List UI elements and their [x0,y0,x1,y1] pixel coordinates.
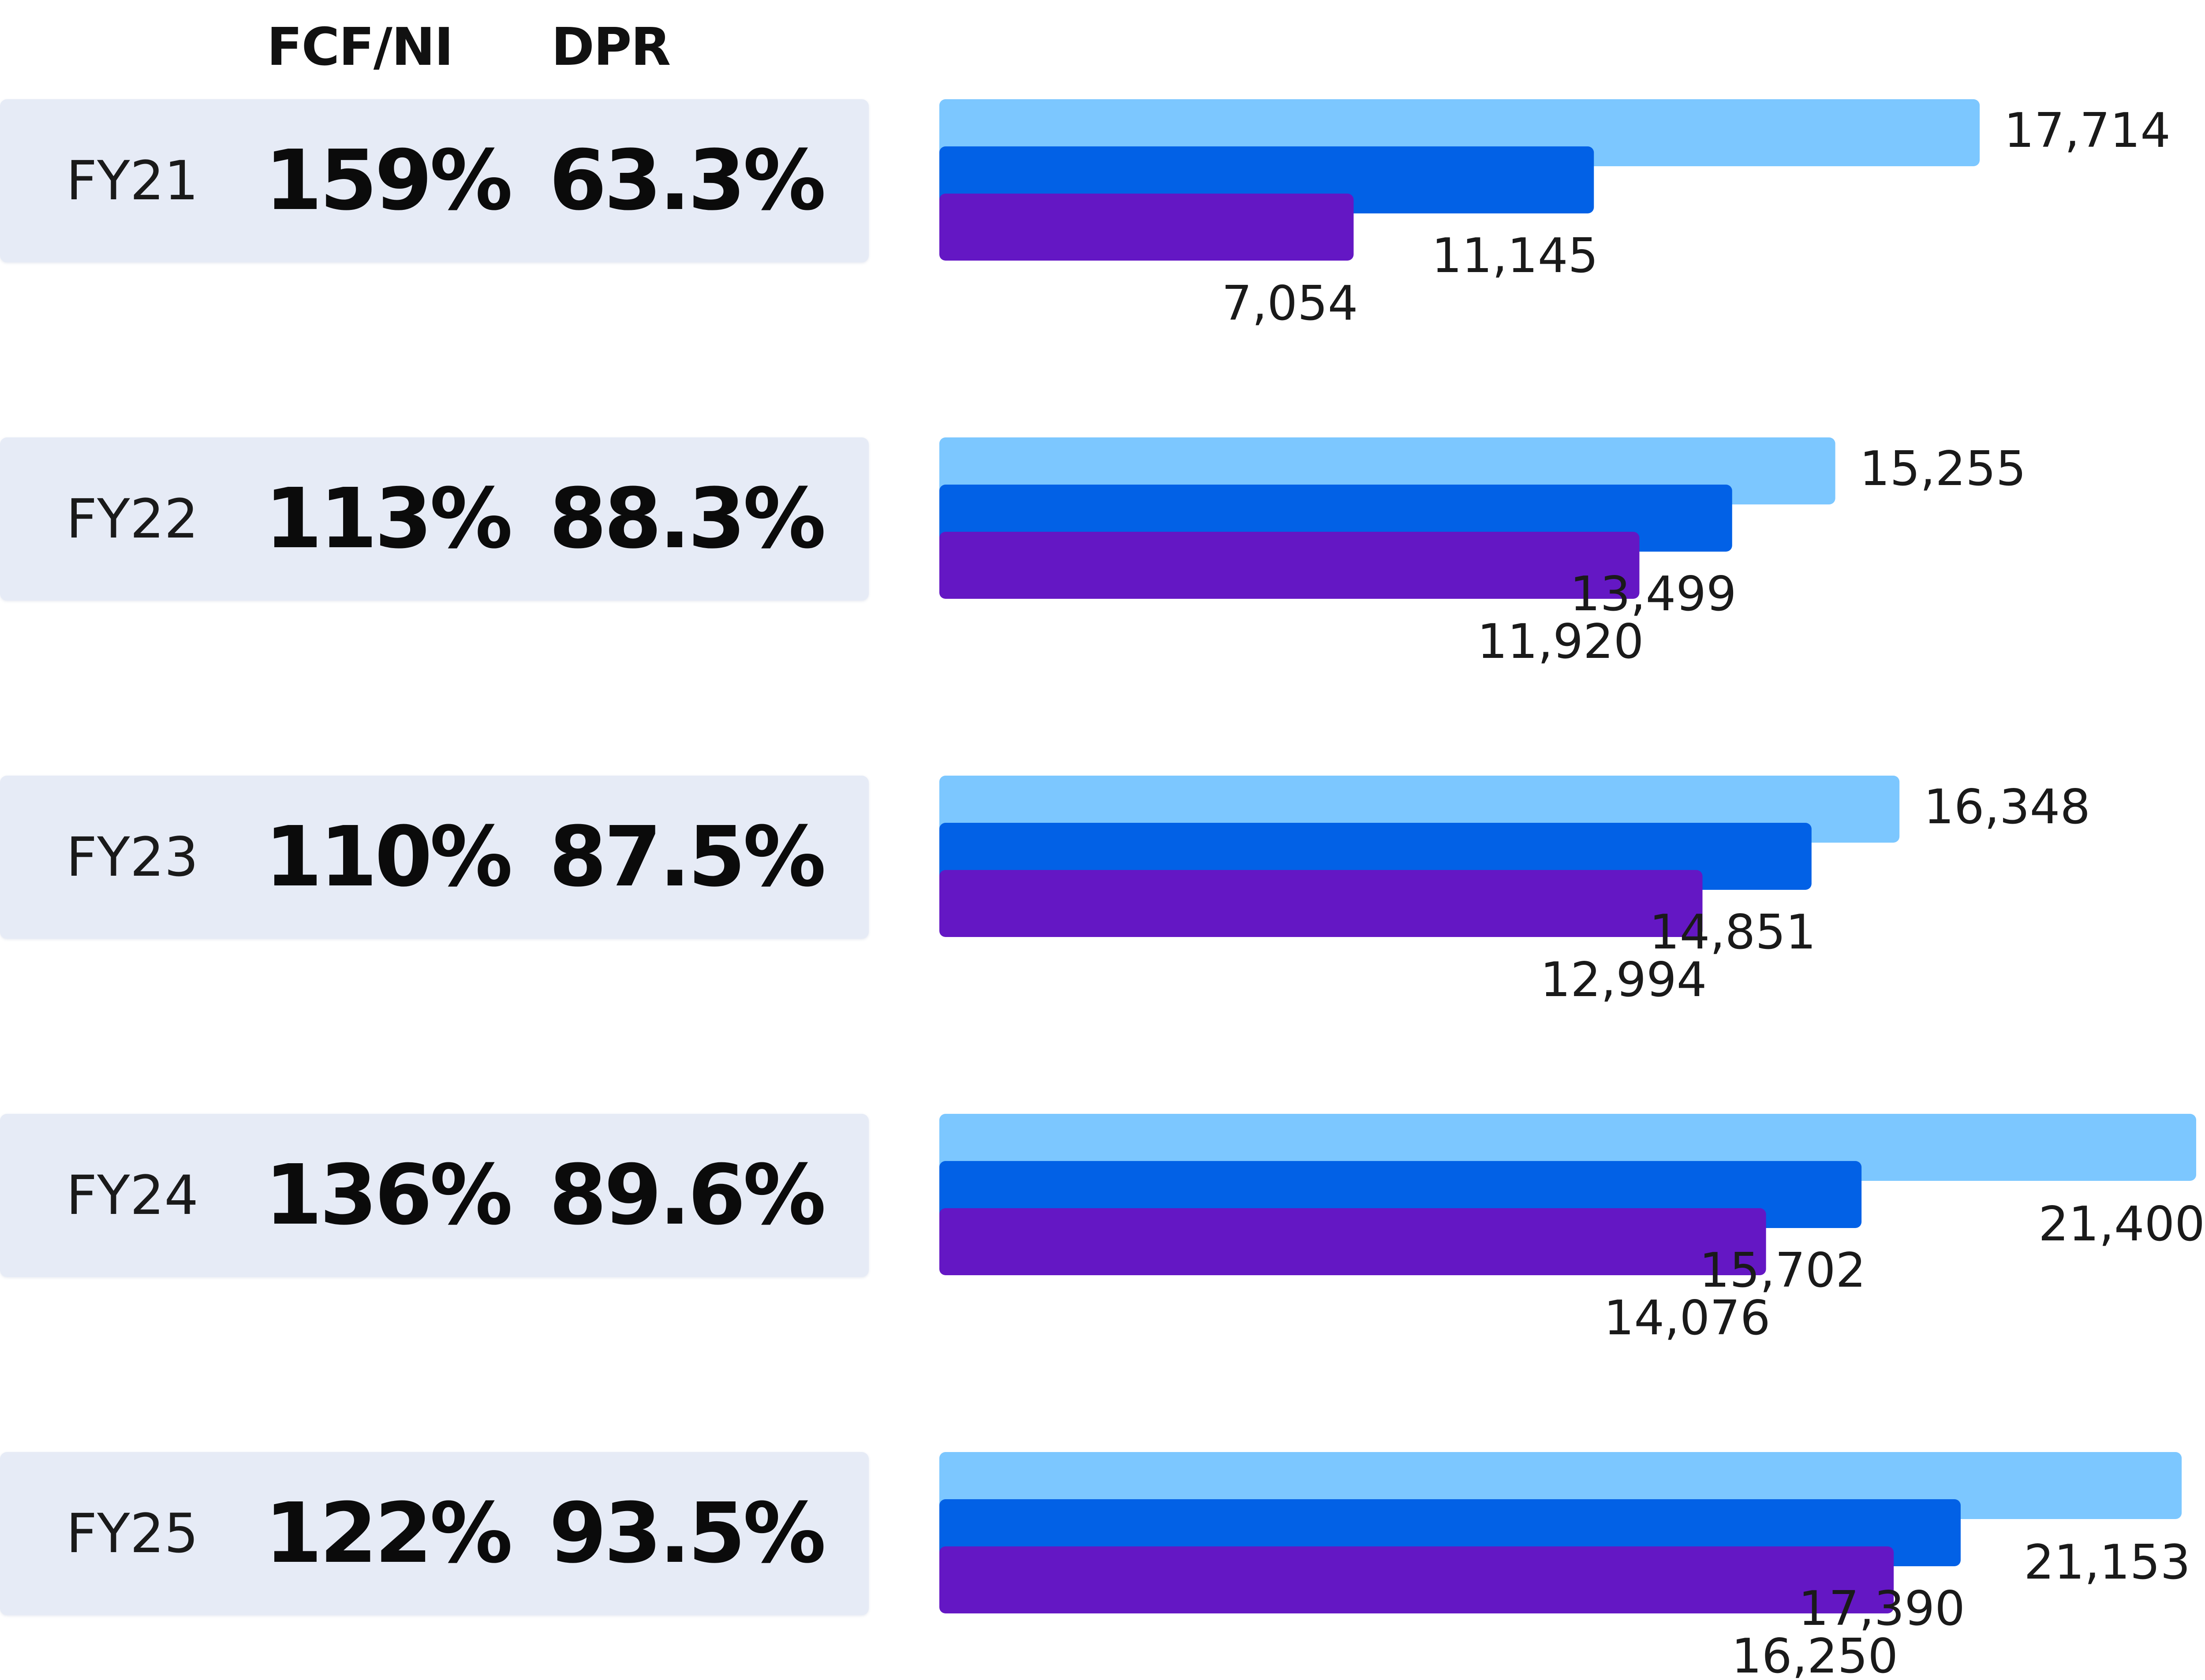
row-panel: FY25 122% 93.5% [0,1452,869,1615]
dpr-value: 89.6% [549,1147,826,1243]
bar-value-label-blue: 17,390 [1798,1581,1965,1636]
bar-value-label-blue: 11,145 [1431,228,1598,284]
fiscal-year-label: FY25 [66,1502,198,1565]
fiscal-year-label: FY22 [66,488,198,550]
bar-value-label-light-blue: 15,255 [1860,441,2026,497]
row-panel: FY24 136% 89.6% [0,1114,869,1277]
row-panel: FY22 113% 88.3% [0,437,869,601]
fcf-ni-value: 159% [265,132,513,229]
bar-value-label-light-blue: 21,153 [2024,1535,2190,1590]
fiscal-year-label: FY21 [66,149,198,212]
bar-value-label-light-blue: 21,400 [2038,1197,2205,1252]
bar-value-label-blue: 15,702 [1699,1243,1866,1298]
bar-value-label-purple: 7,054 [1222,276,1358,331]
bar-value-label-blue: 13,499 [1570,567,1737,622]
fcf-ni-column-header: FCF/NI [267,16,454,77]
bar-value-label-purple: 16,250 [1731,1629,1898,1680]
fcf-ni-value: 113% [265,470,513,567]
bar-value-label-light-blue: 16,348 [1924,780,2090,835]
bar-purple-fy21 [939,194,1354,261]
bar-value-label-purple: 14,076 [1604,1291,1771,1346]
dpr-column-header: DPR [551,16,671,77]
dpr-value: 87.5% [549,809,826,905]
dpr-value: 93.5% [549,1485,826,1582]
dpr-value: 88.3% [549,470,826,567]
row-panel: FY23 110% 87.5% [0,776,869,939]
fiscal-year-label: FY23 [66,826,198,889]
bar-value-label-purple: 12,994 [1540,952,1707,1008]
bar-purple-fy22 [939,532,1640,599]
bar-value-label-blue: 14,851 [1649,905,1816,960]
bar-value-label-purple: 11,920 [1477,614,1644,669]
row-panel: FY21 159% 63.3% [0,99,869,262]
dpr-value: 63.3% [549,132,826,229]
fcf-ni-value: 110% [265,809,513,905]
bar-purple-fy25 [939,1546,1894,1613]
fcf-ni-value: 122% [265,1485,513,1582]
fiscal-year-label: FY24 [66,1164,198,1227]
bar-value-label-light-blue: 17,714 [2004,103,2171,158]
bar-purple-fy23 [939,870,1703,937]
fcf-ni-value: 136% [265,1147,513,1243]
bar-purple-fy24 [939,1208,1766,1275]
